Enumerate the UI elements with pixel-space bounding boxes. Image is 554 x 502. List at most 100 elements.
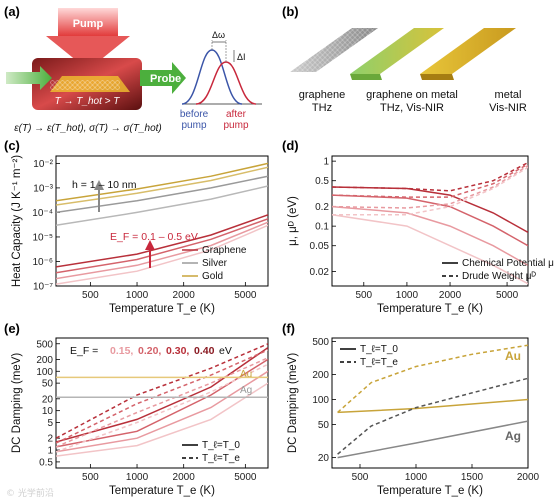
f-ag-label: Ag	[505, 429, 521, 443]
panel-b-label: (b)	[282, 4, 299, 19]
permittivity-equation: ε(T) → ε(T_hot), σ(T) → σ(T_hot)	[14, 123, 162, 134]
plot-frame-c	[55, 155, 269, 287]
y-axis-label: μ, μᴰ (eV)	[287, 196, 299, 246]
series-line-f-3	[337, 420, 528, 459]
after-pump-spectrum	[195, 61, 257, 105]
delta-omega-label: Δω	[212, 30, 225, 40]
watermark: © 光学前沿	[6, 487, 54, 499]
series-line-e-1	[56, 343, 268, 439]
legend-label: Chemical Potential μ	[462, 258, 554, 269]
annotations-c: h = 1 – 10 nm E_F = 0.1 – 0.5 eV	[72, 179, 198, 268]
pump-label: Pump	[73, 18, 104, 30]
series-line-c-1	[56, 218, 268, 274]
y-tick-label: 100	[36, 367, 53, 378]
y-tick-label: 2	[47, 434, 53, 445]
x-tick-label: 2000	[439, 290, 462, 301]
x-tick-label: 5000	[234, 472, 257, 483]
ef-prefix: E_F =	[70, 345, 98, 357]
y-tick-label: 5	[47, 418, 53, 429]
panel-f-label: (f)	[282, 321, 295, 336]
x-tick-label: 1500	[461, 472, 484, 483]
series-line-d-7	[332, 166, 528, 216]
series-line-c-2	[56, 221, 268, 280]
series-group	[332, 161, 528, 285]
series-line-c-0	[56, 214, 268, 268]
panel-b: (b) graphene THz graphene on metal THz, …	[282, 4, 527, 114]
y-tick-label: 500	[312, 337, 329, 348]
series-group	[56, 162, 268, 285]
series-line-c-7	[56, 166, 268, 206]
plot-f: 500 1000 1500 2000 20 50 100 200 500 Temperature …	[287, 337, 540, 497]
y-tick-label: 0.2	[315, 202, 329, 213]
y-axis-label: Heat Capacity (J K⁻¹ m⁻²)	[11, 155, 23, 287]
series-line-d-5	[332, 165, 528, 209]
x-tick-label: 5000	[234, 290, 257, 301]
panel-c-label: (c)	[4, 138, 20, 153]
x-tick-label: 500	[355, 290, 372, 301]
y-tick-label: 10⁻³	[33, 183, 53, 194]
series-group	[56, 343, 268, 457]
y-axis-label: DC Damping (meV)	[287, 353, 299, 453]
x-axis-label: Temperature T_e (K)	[377, 485, 483, 497]
y-tick-label: 10⁻⁷	[33, 282, 53, 293]
series-line-c-5	[56, 185, 268, 227]
legend-label: T_ℓ=T_e	[202, 453, 240, 464]
graphene-on-metal-strip	[350, 28, 444, 74]
e-ag-label: Ag	[240, 385, 252, 396]
y-tick-label: 0.5	[315, 176, 329, 187]
y-tick-label: 20	[42, 394, 54, 405]
legend-label: Silver	[202, 258, 228, 269]
plot-frame-f	[331, 337, 529, 469]
series-group	[337, 344, 528, 459]
ef-value-2: 0.20,	[138, 345, 161, 357]
probe-label: Probe	[150, 73, 181, 85]
panel-e-label: (e)	[4, 321, 20, 336]
before-pump-spectrum	[181, 49, 243, 105]
series-line-d-4	[332, 205, 528, 266]
series-line-d-1	[332, 161, 528, 192]
ef-unit: eV	[219, 345, 232, 357]
y-axis-label: DC Damping (meV)	[11, 353, 23, 453]
x-tick-label: 5000	[496, 290, 519, 301]
series-line-f-1	[337, 398, 528, 414]
x-tick-label: 1000	[126, 290, 149, 301]
legend-label: T_ℓ=T_0	[360, 344, 398, 355]
panel-a-label: (a)	[4, 4, 20, 19]
ef-value-4: 0.40	[194, 345, 215, 357]
y-tick-label: 10⁻⁵	[32, 232, 53, 243]
y-tick-label: 1	[47, 446, 53, 457]
x-tick-label: 2000	[173, 472, 196, 483]
graphene-on-metal-range: THz, Vis-NIR	[380, 102, 444, 114]
x-axis-label: Temperature T_e (K)	[377, 303, 483, 315]
x-tick-label: 2000	[173, 290, 196, 301]
series-line-c-3	[56, 224, 268, 285]
pump-beam	[58, 8, 118, 36]
thickness-annotation: h = 1 – 10 nm	[72, 179, 137, 191]
series-line-e-0	[56, 346, 268, 443]
series-line-c-4	[56, 175, 268, 214]
after-pump-label: pump	[223, 120, 248, 131]
legend-label: Graphene	[202, 245, 247, 256]
x-tick-label: 1000	[396, 290, 419, 301]
fermi-annotation: E_F = 0.1 – 0.5 eV	[110, 231, 198, 243]
legend-label: Gold	[202, 271, 223, 282]
f-au-label: Au	[505, 349, 521, 363]
series-line-f-0	[337, 344, 528, 413]
x-axis-label: Temperature T_e (K)	[109, 303, 215, 315]
graphene-lattice	[50, 80, 120, 90]
plot-frame-e	[55, 337, 269, 469]
plot-d: 500 1000 2000 5000 0.02 0.05 0.1 0.2 0.5 1 Tempera…	[287, 155, 554, 315]
y-tick-label: 0.02	[310, 267, 330, 278]
annotations-e: E_F = 0.15, 0.20, 0.30, 0.40 eV Au Ag	[70, 345, 252, 396]
legend-label: T_ℓ=T_0	[202, 440, 240, 451]
delta-i-label: ΔI	[237, 52, 246, 62]
x-tick-label: 500	[352, 472, 369, 483]
legend-label: Drude Weight μᴰ	[462, 271, 536, 282]
plot-c: 500 1000 2000 5000 10⁻⁷ 10⁻⁶ 10⁻⁵ 10⁻⁴ 10⁻³ 10⁻² T…	[11, 155, 269, 315]
series-line-f-2	[337, 377, 528, 455]
y-tick-label: 1	[323, 157, 329, 168]
series-line-d-3	[332, 163, 528, 198]
probe-out-arrow	[140, 62, 186, 94]
